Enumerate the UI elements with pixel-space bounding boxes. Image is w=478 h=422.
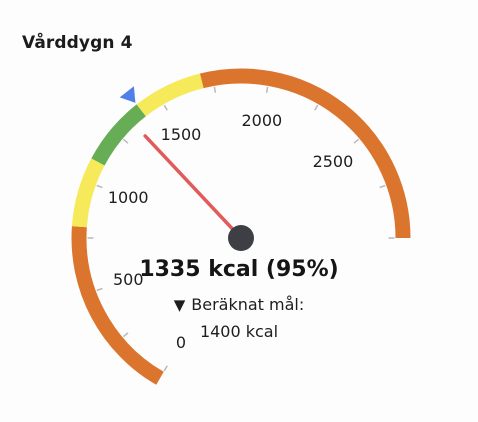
card-title: Vårddygn 4 xyxy=(22,33,133,53)
gauge-tick xyxy=(314,104,319,111)
gauge-band-3 xyxy=(136,73,204,117)
tick-label-1000: 1000 xyxy=(108,188,149,207)
triangle-down-icon: ▼ xyxy=(173,296,186,314)
gauge-tick-labels: 0 500 1000 1500 2000 2500 xyxy=(108,111,353,352)
gauge-tick xyxy=(379,184,386,189)
gauge-tick xyxy=(265,86,269,93)
gauge-tick xyxy=(122,138,129,144)
target-label-row: ▼ Beräknat mål: xyxy=(0,295,478,314)
gauge-tick xyxy=(96,287,103,292)
gauge-band-1 xyxy=(71,158,105,228)
tick-label-500: 500 xyxy=(113,270,144,289)
gauge-band-4 xyxy=(200,68,411,239)
gauge-value: 1335 kcal (95%) xyxy=(139,257,339,282)
tick-label-1500: 1500 xyxy=(161,125,202,144)
target-label: Beräknat mål: xyxy=(191,295,305,314)
gauge-needle xyxy=(143,134,243,240)
gauge-tick xyxy=(163,104,168,111)
gauge-ticks xyxy=(87,86,395,372)
target-value: 1400 kcal xyxy=(199,322,279,341)
gauge-tick xyxy=(353,138,360,144)
tick-label-0: 0 xyxy=(176,333,186,352)
gauge-tick xyxy=(122,332,129,338)
gauge-band-2 xyxy=(91,104,147,166)
gauge-tick xyxy=(163,365,168,372)
tick-label-2500: 2500 xyxy=(313,152,354,171)
target-marker-icon xyxy=(119,86,136,103)
gauge-tick xyxy=(96,184,103,189)
tick-label-2000: 2000 xyxy=(241,111,282,130)
gauge-band-0 xyxy=(71,226,164,385)
gauge-tick xyxy=(213,86,217,93)
gauge-hub xyxy=(228,225,254,251)
gauge-bands xyxy=(71,68,411,385)
